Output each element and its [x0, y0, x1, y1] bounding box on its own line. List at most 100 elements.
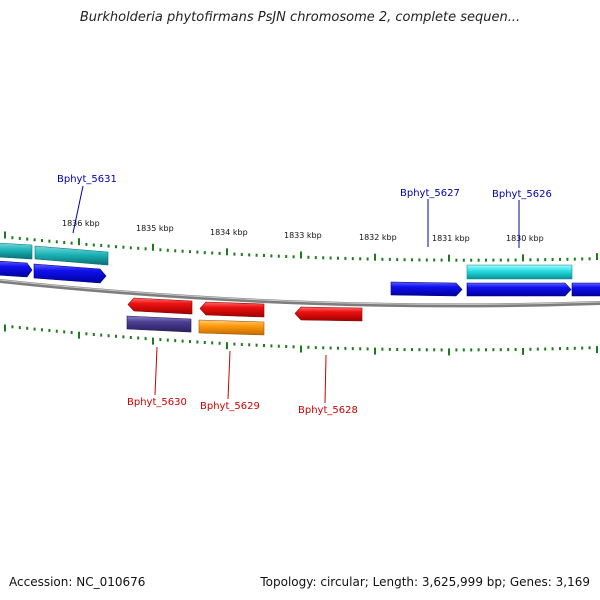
minor-tick — [255, 343, 258, 347]
gene-forward-blue[interactable] — [466, 282, 572, 297]
minor-tick — [544, 258, 547, 262]
minor-tick — [159, 248, 162, 252]
major-tick — [522, 254, 524, 262]
gene-label-bphyt-5629[interactable]: Bphyt_5629 — [200, 401, 260, 412]
minor-tick — [248, 343, 251, 347]
minor-tick — [425, 348, 428, 352]
minor-tick — [144, 337, 147, 341]
gene-forward-blue[interactable] — [33, 263, 107, 284]
minor-tick — [92, 243, 95, 247]
minor-tick — [314, 256, 317, 260]
minor-tick — [240, 253, 243, 256]
minor-tick — [211, 251, 214, 255]
minor-tick — [137, 246, 140, 250]
minor-tick — [581, 257, 584, 261]
gene-forward-blue[interactable] — [0, 260, 33, 278]
label-leader-line — [72, 185, 84, 234]
minor-tick — [337, 346, 339, 350]
gene-forward-cyan[interactable] — [0, 242, 33, 260]
minor-tick — [359, 257, 362, 261]
minor-tick — [277, 344, 280, 348]
minor-tick — [48, 239, 51, 243]
minor-tick — [92, 333, 95, 336]
minor-tick — [263, 254, 265, 257]
gene-reverse-red[interactable] — [199, 301, 265, 318]
gene-forward-blue[interactable] — [390, 281, 463, 297]
gene-forward-blue[interactable] — [571, 282, 600, 297]
minor-tick — [181, 339, 184, 343]
gene-label-bphyt-5626[interactable]: Bphyt_5626 — [492, 189, 552, 200]
minor-tick — [470, 258, 473, 262]
minor-tick — [203, 341, 206, 344]
minor-tick — [211, 341, 214, 345]
minor-tick — [440, 348, 443, 352]
minor-tick — [33, 327, 36, 331]
major-tick — [448, 348, 450, 356]
minor-tick — [166, 338, 169, 342]
minor-tick — [85, 242, 88, 246]
minor-tick — [366, 347, 369, 351]
minor-tick — [329, 346, 332, 350]
minor-tick — [115, 334, 117, 338]
minor-tick — [263, 344, 265, 347]
minor-tick — [514, 348, 517, 351]
major-tick — [596, 253, 598, 261]
minor-tick — [48, 329, 51, 332]
gene-label-bphyt-5628[interactable]: Bphyt_5628 — [298, 405, 358, 416]
gene-reverse-red[interactable] — [294, 306, 363, 322]
major-tick — [4, 324, 6, 332]
minor-tick — [388, 257, 391, 261]
minor-tick — [63, 241, 66, 244]
minor-tick — [11, 325, 14, 329]
tick-label: 1832 kbp — [359, 233, 397, 242]
minor-tick — [137, 336, 140, 340]
minor-tick — [573, 346, 576, 350]
gene-forward-cyan[interactable] — [34, 245, 109, 266]
major-tick — [78, 238, 80, 246]
minor-tick — [26, 326, 29, 330]
minor-tick — [485, 258, 487, 262]
minor-tick — [337, 256, 339, 260]
minor-tick — [218, 251, 221, 255]
minor-tick — [381, 257, 384, 261]
minor-tick — [18, 236, 21, 240]
minor-tick — [307, 345, 310, 349]
gene-label-bphyt-5627[interactable]: Bphyt_5627 — [400, 188, 460, 199]
gene-reverse-orange[interactable] — [198, 319, 265, 336]
minor-tick — [174, 249, 177, 253]
gene-reverse-red[interactable] — [127, 297, 193, 315]
minor-tick — [499, 348, 502, 352]
label-leader-line — [154, 346, 158, 396]
minor-tick — [418, 348, 421, 352]
minor-tick — [418, 258, 421, 262]
minor-tick — [507, 258, 510, 262]
minor-tick — [462, 348, 465, 352]
minor-tick — [329, 256, 332, 260]
minor-tick — [477, 348, 480, 352]
major-tick — [374, 347, 376, 355]
minor-tick — [270, 344, 273, 348]
minor-tick — [248, 253, 251, 257]
major-tick — [522, 347, 524, 355]
minor-tick — [322, 346, 325, 350]
label-leader-line — [324, 354, 327, 404]
gene-label-bphyt-5630[interactable]: Bphyt_5630 — [127, 397, 187, 408]
tick-label: 1831 kbp — [432, 234, 470, 243]
minor-tick — [41, 328, 43, 332]
minor-tick — [551, 258, 554, 261]
minor-tick — [455, 348, 458, 352]
minor-tick — [33, 238, 36, 242]
minor-tick — [107, 334, 110, 338]
minor-tick — [559, 257, 561, 261]
major-tick — [226, 248, 228, 256]
tick-label: 1835 kbp — [136, 224, 174, 233]
major-tick — [4, 231, 6, 239]
gene-reverse-purple[interactable] — [126, 315, 192, 333]
minor-tick — [559, 347, 561, 351]
gene-forward-cyan[interactable] — [466, 264, 573, 280]
minor-tick — [233, 342, 236, 346]
gene-label-bphyt-5631[interactable]: Bphyt_5631 — [57, 174, 117, 185]
minor-tick — [122, 335, 125, 339]
minor-tick — [307, 255, 310, 259]
genome-summary-text: Topology: circular; Length: 3,625,999 bp… — [260, 575, 590, 589]
